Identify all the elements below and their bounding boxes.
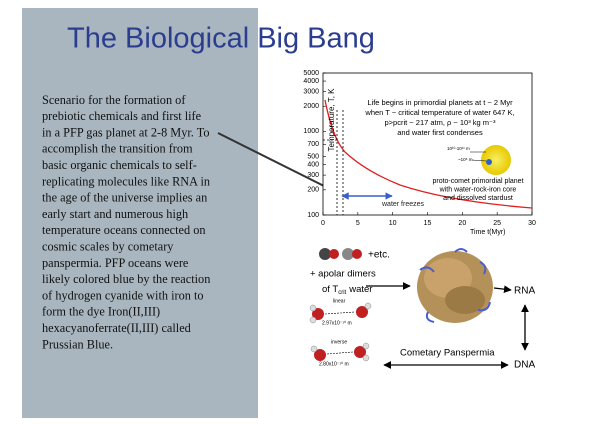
body-line: replicating molecules like RNA in (42, 174, 210, 188)
dna-label: DNA (514, 360, 535, 371)
y-tick-label: 5000 (303, 70, 319, 77)
text-panel (22, 8, 258, 418)
apolar-label: of Tcrit water (322, 284, 372, 296)
annotation-line: when T ~ critical temperature of water 6… (364, 108, 514, 117)
body-line: early start and numerous high (42, 207, 188, 221)
y-tick-label: 1000 (303, 128, 319, 135)
panspermia-label: Cometary Panspermia (400, 348, 495, 359)
y-tick-label: 500 (307, 153, 319, 160)
body-line: accomplish the transition from (42, 142, 193, 156)
x-tick-label: 10 (389, 220, 397, 227)
molecule-diagram: +etc. + apolar dimers of Tcrit water line… (309, 248, 535, 371)
body-line: panspermia. PFP oceans were (42, 256, 189, 270)
y-tick-label: 2000 (303, 103, 319, 110)
body-line: Prussian Blue. (42, 337, 113, 351)
x-tick-label: 30 (528, 220, 536, 227)
etc-label: +etc. (368, 250, 390, 261)
body-line: the age of the universe implies an (42, 191, 207, 205)
body-line: form the dye Iron(II,III) (42, 305, 160, 319)
size-line (471, 159, 487, 162)
y-tick-label: 700 (307, 141, 319, 148)
body-line: likely colored blue by the reaction (42, 272, 210, 286)
planet-size: ~10⁶ m (458, 157, 473, 162)
planet-icon (481, 145, 511, 175)
body-line: hexacyanoferrate(II,III) called (42, 321, 191, 335)
body-line: of hydrogen cyanide with iron to (42, 288, 204, 302)
inverse-label: inverse (331, 339, 347, 345)
cooling-curve (324, 99, 533, 209)
x-tick-label: 15 (424, 220, 432, 227)
annotation-line: and water first condenses (397, 128, 483, 137)
x-tick-label: 0 (321, 220, 325, 227)
body-line: temperature oceans connected on (42, 223, 206, 237)
planet-note: proto-comet primordial planet (432, 178, 523, 185)
y-tick-label: 4000 (303, 78, 319, 85)
arrow (493, 285, 512, 294)
planet-size: 10¹⁰-10¹¹ m (447, 146, 470, 151)
linear-label: linear (333, 298, 346, 304)
body-line: prebiotic chemicals and first life (42, 109, 202, 123)
apolar-label: + apolar dimers (310, 269, 376, 280)
plot-frame (322, 72, 533, 216)
linear-size: 2.97x10⁻¹⁰ m (322, 320, 352, 326)
y-tick-label: 400 (307, 162, 319, 169)
planet-note: with water-rock-iron core (439, 186, 517, 193)
x-tick-label: 25 (493, 220, 501, 227)
body-line: Scenario for the formation of (42, 93, 186, 107)
freeze-label: water freezes (381, 201, 425, 208)
slide-title: The Biological Big Bang (67, 23, 375, 55)
body-line: cosmic scales by cometary (42, 240, 174, 254)
body-text: Scenario for the formation of prebiotic c… (42, 93, 210, 352)
x-axis-label: Time t(Myr) (470, 229, 506, 236)
rna-label: RNA (514, 286, 535, 297)
y-tick-label: 3000 (303, 88, 319, 95)
planet-core (486, 159, 492, 165)
y-tick-label: 100 (307, 212, 319, 219)
planet-note: and dissolved stardust (443, 195, 513, 202)
y-axis-label: Temperature, T, K (327, 88, 336, 152)
inverse-size: 2.80x10⁻¹⁰ m (319, 361, 349, 367)
y-tick-label: 200 (307, 187, 319, 194)
rna-structure (417, 248, 493, 323)
y-tick-label: 300 (307, 172, 319, 179)
body-line: basic organic chemicals to self- (42, 158, 197, 172)
x-tick-label: 5 (356, 220, 360, 227)
annotation-line: p>pcrit ~ 217 atm, ρ ~ 10³ kg m⁻³ (385, 118, 496, 127)
annotation-line: Life begins in primordial planets at t ~… (367, 98, 513, 107)
body-line: in a PFP gas planet at 2-8 Myr. To (42, 125, 210, 139)
x-tick-label: 20 (458, 220, 466, 227)
